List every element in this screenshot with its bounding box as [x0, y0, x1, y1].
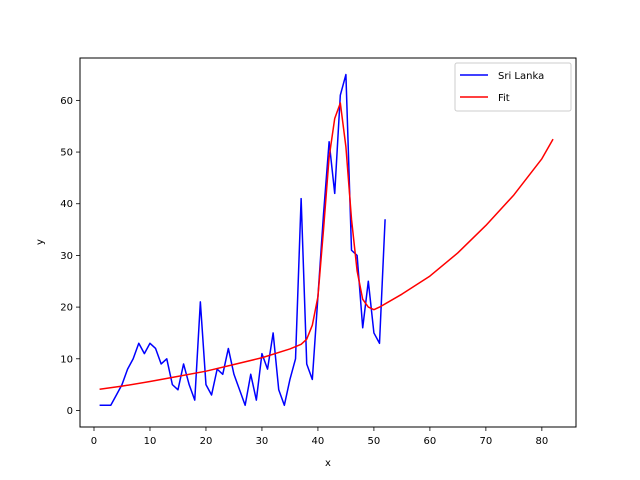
x-tick-label: 30 — [256, 436, 269, 447]
y-axis-label: y — [35, 239, 46, 245]
legend-label-sri-lanka: Sri Lanka — [498, 71, 544, 82]
x-tick-label: 60 — [424, 436, 437, 447]
plot-area — [79, 57, 577, 428]
x-tick-label: 50 — [368, 436, 381, 447]
legend-label-fit: Fit — [498, 93, 510, 104]
x-axis-ticks: 0 10 20 30 40 50 60 70 80 — [91, 427, 548, 447]
y-tick-label: 10 — [60, 354, 73, 365]
y-tick-label: 0 — [67, 406, 73, 417]
x-tick-label: 10 — [144, 436, 157, 447]
x-tick-label: 40 — [312, 436, 325, 447]
y-tick-label: 30 — [60, 251, 73, 262]
y-tick-label: 40 — [60, 199, 73, 210]
y-tick-label: 50 — [60, 148, 73, 159]
x-tick-label: 0 — [91, 436, 97, 447]
series-lines — [99, 73, 554, 407]
series-line-sri-lanka — [99, 73, 386, 407]
x-tick-label: 70 — [480, 436, 493, 447]
y-axis-ticks: 0 10 20 30 40 50 60 — [60, 96, 80, 417]
legend: Sri Lanka Fit — [454, 62, 572, 112]
x-tick-label: 80 — [535, 436, 548, 447]
series-line-fit — [99, 102, 554, 391]
x-axis-label: x — [325, 458, 331, 469]
x-tick-label: 20 — [200, 436, 213, 447]
y-tick-label: 60 — [60, 96, 73, 107]
y-tick-label: 20 — [60, 303, 73, 314]
